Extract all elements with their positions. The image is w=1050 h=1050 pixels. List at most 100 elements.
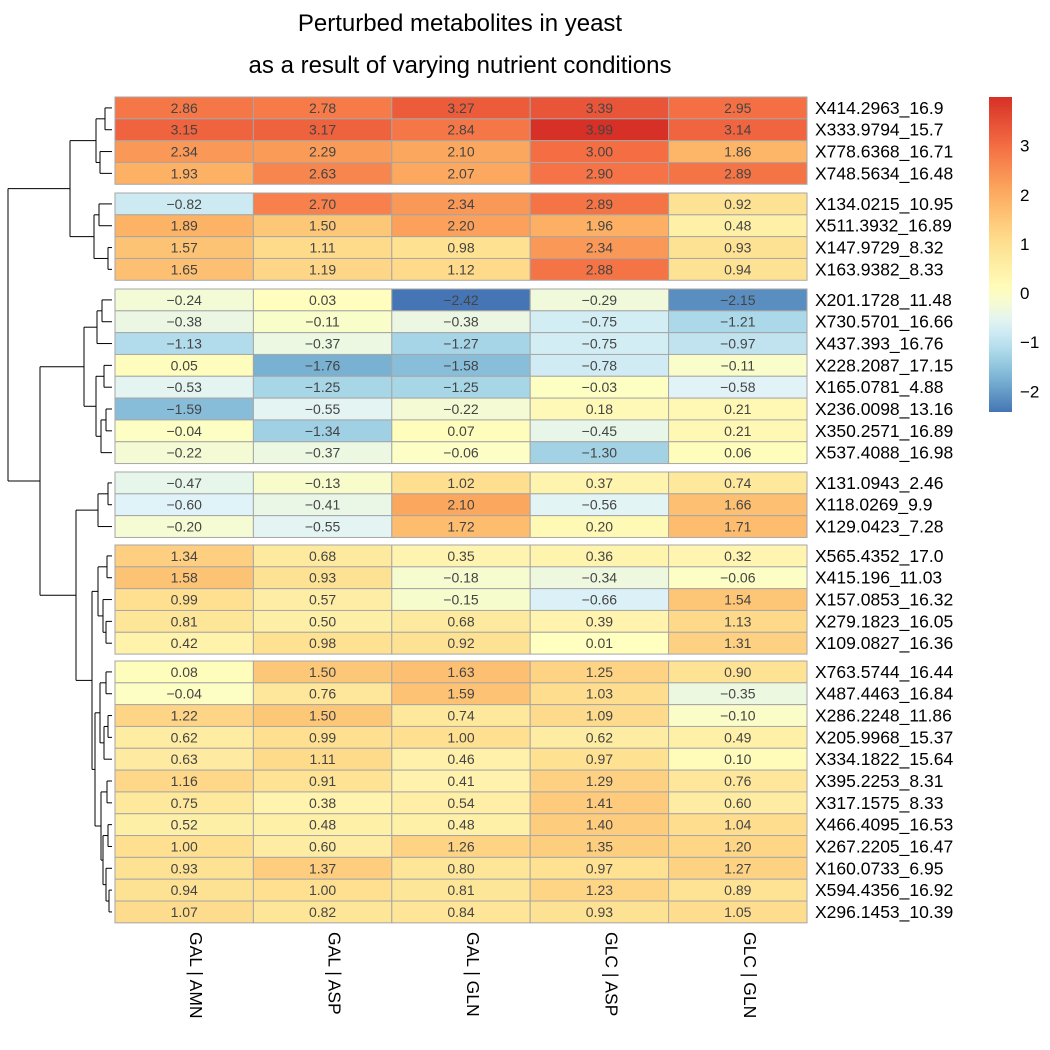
- row-label: X118.0269_9.9: [815, 495, 932, 516]
- cell-value-label: −0.06: [443, 445, 479, 461]
- row-label: X134.0215_10.95: [815, 194, 953, 215]
- row-label: X147.9729_8.32: [815, 238, 943, 259]
- legend-tick-label: 1: [1020, 235, 1029, 254]
- cell-value-label: 0.07: [447, 423, 474, 439]
- cell-value-label: 2.34: [171, 144, 198, 160]
- cell-value-label: −0.78: [582, 357, 618, 373]
- cell-value-label: 0.82: [309, 904, 336, 920]
- cell-value-label: 2.29: [309, 144, 336, 160]
- legend-tick-label: 3: [1020, 137, 1029, 156]
- cell-value-label: 0.98: [447, 240, 474, 256]
- cell-value-label: 2.34: [447, 196, 474, 212]
- cell-value-label: 1.00: [171, 838, 198, 854]
- cell-value-label: −0.34: [582, 570, 618, 586]
- cell-value-label: 1.03: [586, 686, 613, 702]
- row-label: X165.0781_4.88: [815, 377, 943, 398]
- cell-value-label: 0.90: [724, 664, 751, 680]
- cell-value-label: 1.22: [171, 708, 198, 724]
- cell-value-label: 3.15: [171, 122, 198, 138]
- cell-value-label: −0.97: [720, 336, 756, 352]
- cell-value-label: −0.41: [305, 497, 341, 513]
- cell-value-label: −0.38: [166, 314, 202, 330]
- legend-tick-label: −1: [1020, 333, 1039, 352]
- cell-value-label: −0.22: [443, 401, 479, 417]
- cell-value-label: 0.81: [447, 882, 474, 898]
- row-label: X415.196_11.03: [815, 568, 942, 589]
- cell-value-label: 2.20: [447, 218, 474, 234]
- cell-value-label: −0.60: [166, 497, 202, 513]
- cell-value-label: −0.20: [166, 519, 202, 535]
- cell-value-label: 0.48: [309, 817, 336, 833]
- legend-tick-label: −2: [1020, 382, 1039, 401]
- cell-value-label: 1.09: [586, 708, 613, 724]
- row-label: X395.2253_8.31: [815, 771, 943, 792]
- cell-value-label: 1.71: [724, 519, 751, 535]
- cell-value-label: −0.18: [443, 570, 479, 586]
- column-label: GLC | ASP: [601, 932, 621, 1016]
- row-label: X333.9794_15.7: [815, 120, 943, 141]
- cell-value-label: 0.06: [724, 445, 751, 461]
- cell-value-label: 3.14: [724, 122, 751, 138]
- legend-tick-label: 2: [1020, 186, 1029, 205]
- cell-value-label: −0.04: [166, 423, 202, 439]
- column-label: GAL | ASP: [325, 932, 345, 1015]
- cell-value-label: 0.93: [171, 860, 198, 876]
- cell-value-label: 1.96: [586, 218, 613, 234]
- legend-tick-label: 0: [1020, 284, 1029, 303]
- cell-value-label: 0.21: [724, 401, 751, 417]
- row-label: X163.9382_8.33: [815, 259, 943, 280]
- cell-value-label: 1.31: [724, 635, 751, 651]
- row-label: X537.4088_16.98: [815, 443, 953, 464]
- cell-value-label: 0.62: [586, 729, 613, 745]
- legend-color-bar: [989, 97, 1012, 412]
- row-label: X778.6368_16.71: [815, 142, 953, 163]
- cell-value-label: −0.38: [443, 314, 479, 330]
- row-label: X414.2963_16.9: [815, 98, 943, 119]
- cell-value-label: 1.19: [309, 261, 336, 277]
- cell-value-label: 0.21: [724, 423, 751, 439]
- cell-value-label: −1.76: [305, 357, 341, 373]
- cell-value-label: −0.47: [166, 475, 202, 491]
- row-label: X296.1453_10.39: [815, 902, 953, 923]
- cell-value-label: 1.04: [724, 817, 751, 833]
- row-label: X487.4463_16.84: [815, 684, 953, 705]
- cell-value-label: 1.58: [171, 570, 198, 586]
- cell-value-label: −0.11: [305, 314, 340, 330]
- cell-value-label: 0.76: [724, 773, 751, 789]
- cell-value-label: 2.63: [309, 165, 336, 181]
- row-dendrogram: [7, 107, 112, 913]
- cell-value-label: 0.63: [171, 751, 198, 767]
- cell-value-label: 0.68: [447, 613, 474, 629]
- cell-value-label: 3.99: [586, 122, 613, 138]
- cell-value-label: 2.88: [586, 261, 613, 277]
- cell-value-label: −0.55: [305, 401, 341, 417]
- cell-value-label: 0.48: [447, 817, 474, 833]
- cell-value-label: 0.18: [586, 401, 613, 417]
- cell-value-label: 0.94: [724, 261, 751, 277]
- chart-title-line-1: Perturbed metabolites in yeast: [298, 10, 623, 37]
- cell-value-label: −0.75: [582, 336, 618, 352]
- row-label: X228.2087_17.15: [815, 355, 953, 376]
- cell-value-label: 0.38: [309, 795, 336, 811]
- cell-value-label: 0.74: [447, 708, 474, 724]
- cell-value-label: 0.37: [586, 475, 613, 491]
- cell-value-label: 1.27: [724, 860, 751, 876]
- cell-value-label: 0.76: [309, 686, 336, 702]
- cell-value-label: −0.37: [305, 336, 341, 352]
- cell-value-label: 1.37: [309, 860, 336, 876]
- cell-value-label: 2.89: [724, 165, 751, 181]
- heatmap-cell: [668, 515, 808, 538]
- row-label: X131.0943_2.46: [815, 473, 943, 494]
- cell-value-label: 0.50: [309, 613, 336, 629]
- row-label: X594.4356_16.92: [815, 880, 953, 901]
- cell-value-label: −1.30: [582, 445, 618, 461]
- cell-value-label: 0.80: [447, 860, 474, 876]
- cell-value-label: 1.50: [309, 664, 336, 680]
- cell-value-label: 1.65: [171, 261, 198, 277]
- row-label: X565.4352_17.0: [815, 546, 944, 567]
- chart-title: Perturbed metabolites in yeast as a resu…: [249, 10, 672, 79]
- cell-value-label: 1.26: [447, 838, 474, 854]
- cell-value-label: 0.54: [447, 795, 474, 811]
- cell-value-label: 2.89: [586, 196, 613, 212]
